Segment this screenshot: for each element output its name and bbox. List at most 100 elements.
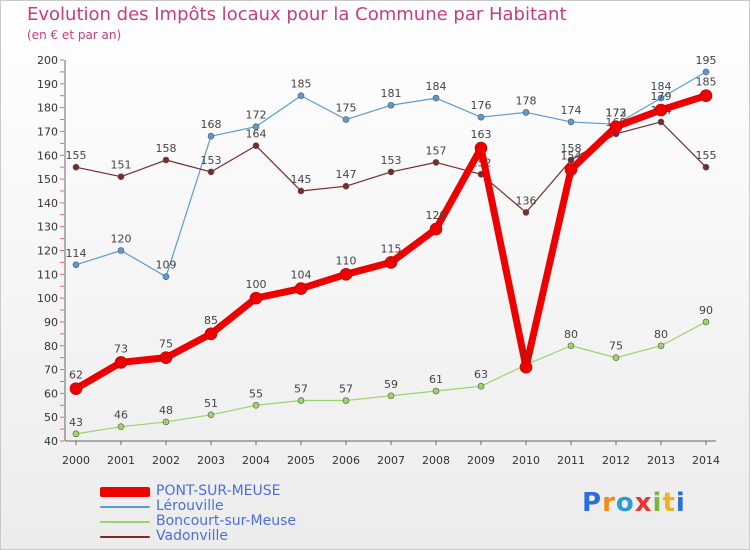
x-tick-label: 2008 (422, 454, 450, 467)
data-label: 57 (339, 383, 353, 396)
y-tick-label: 100 (37, 292, 58, 305)
data-point (612, 354, 620, 361)
data-label: 57 (294, 383, 308, 396)
data-point (432, 387, 440, 395)
data-point (477, 382, 485, 390)
y-tick-label: 170 (37, 125, 58, 138)
data-label: 172 (246, 109, 267, 122)
data-label: 61 (429, 373, 443, 386)
data-label: 120 (111, 233, 132, 246)
data-label: 155 (696, 149, 717, 162)
data-label: 164 (246, 128, 267, 141)
data-point (294, 282, 308, 295)
data-label: 158 (156, 142, 177, 155)
data-point (564, 163, 578, 176)
chart-subtitle: (en € et par an) (27, 28, 122, 42)
data-label: 185 (291, 78, 312, 91)
data-point (522, 209, 530, 216)
data-label: 46 (114, 409, 128, 422)
data-label: 75 (159, 338, 173, 351)
y-tick-label: 120 (37, 245, 58, 258)
data-point (387, 392, 395, 400)
data-label: 104 (291, 269, 312, 282)
data-label: 110 (336, 254, 357, 267)
data-point (474, 141, 488, 155)
proxiti-logo: Proxiti (582, 488, 686, 518)
data-label: 175 (336, 102, 357, 115)
data-label: 100 (246, 278, 267, 291)
legend-swatch (100, 536, 150, 538)
data-point (432, 159, 440, 166)
data-label: 195 (696, 54, 717, 67)
x-tick-label: 2001 (107, 454, 135, 467)
logo-letter: o (615, 488, 635, 518)
data-point (117, 247, 125, 254)
y-tick-label: 110 (37, 268, 58, 281)
legend-label: PONT-SUR-MEUSE (156, 483, 281, 499)
x-tick-label: 2003 (197, 454, 225, 467)
logo-letter: i (675, 488, 686, 518)
data-point (117, 423, 125, 431)
x-tick-label: 2007 (377, 454, 405, 467)
data-label: 43 (69, 416, 83, 429)
data-label: 153 (201, 154, 222, 167)
data-label: 176 (471, 99, 492, 112)
data-label: 184 (651, 80, 672, 93)
y-tick-label: 160 (37, 149, 58, 162)
y-tick-label: 60 (44, 387, 58, 400)
legend-label: Boncourt-sur-Meuse (156, 513, 297, 529)
data-point (342, 116, 350, 123)
data-label: 115 (381, 242, 402, 255)
data-label: 147 (336, 168, 357, 181)
y-tick-label: 50 (44, 411, 58, 424)
data-point (657, 342, 665, 350)
data-label: 172 (606, 107, 627, 120)
x-tick-label: 2009 (467, 454, 495, 467)
data-label: 173 (606, 106, 627, 119)
legend-swatch (100, 506, 150, 508)
data-point (657, 94, 665, 102)
data-point (69, 382, 83, 395)
data-point (702, 68, 710, 76)
data-label: 55 (249, 387, 263, 400)
x-tick-label: 2014 (692, 454, 720, 467)
data-point (339, 268, 353, 281)
logo-letter: r (602, 488, 616, 518)
data-point (162, 273, 170, 280)
data-point (72, 430, 80, 438)
data-label: 185 (696, 76, 717, 89)
data-point (477, 113, 485, 121)
data-label: 157 (426, 144, 447, 157)
data-point (522, 109, 530, 116)
data-label: 181 (381, 87, 402, 100)
data-label: 63 (474, 368, 488, 381)
data-point (384, 256, 398, 269)
y-tick-label: 90 (44, 316, 58, 329)
data-point (72, 163, 80, 171)
x-tick-label: 2012 (602, 454, 630, 467)
data-label: 59 (384, 378, 398, 391)
logo-letter: i (652, 488, 663, 518)
data-label: 136 (516, 194, 537, 207)
data-label: 154 (561, 150, 582, 163)
data-label: 129 (426, 209, 447, 222)
data-point (387, 101, 395, 109)
data-point (519, 360, 533, 374)
data-point (567, 118, 575, 126)
data-point (207, 168, 215, 176)
data-point (702, 318, 710, 326)
data-label: 155 (66, 149, 87, 162)
data-point (204, 327, 218, 341)
data-point (297, 397, 305, 404)
line-chart: 40 50 60 70 80 90 100 110 120 130 140 150 160 170 180 1… (37, 54, 720, 467)
x-tick-label: 2010 (512, 454, 540, 467)
data-label: 73 (114, 342, 128, 355)
data-label: 51 (204, 397, 218, 410)
legend-swatch (100, 521, 150, 523)
data-point (252, 401, 260, 409)
logo-letter: P (582, 488, 603, 518)
data-point (342, 182, 350, 190)
legend-label: Lérouville (156, 498, 224, 514)
data-label: 174 (561, 104, 582, 117)
data-point (702, 163, 710, 171)
